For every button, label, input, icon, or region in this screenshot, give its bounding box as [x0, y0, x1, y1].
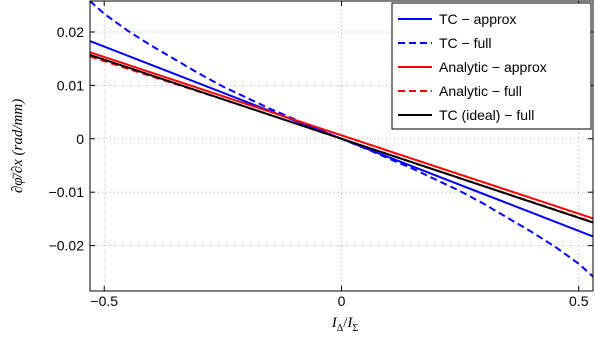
x-tick-label: 0.5 [569, 293, 589, 309]
y-axis-label: ∂φ̄/∂x (rad/mm) [10, 99, 26, 193]
series-line-analytic-approx [90, 51, 593, 220]
y-tick-label: −0.01 [49, 184, 85, 200]
legend-label: TC − approx [439, 11, 516, 27]
y-tick-label: 0.02 [57, 24, 84, 40]
legend-label: TC − full [439, 35, 492, 51]
legend: TC − approx TC − full Analytic − approx Ana… [391, 2, 592, 130]
y-tick-label: 0 [76, 131, 84, 147]
series-line-tc-ideal-full [90, 53, 593, 224]
legend-label: TC (ideal) − full [439, 107, 534, 123]
x-tick-label: −0.5 [90, 293, 118, 309]
legend-label: Analytic − approx [439, 59, 547, 75]
legend-label: Analytic − full [439, 83, 522, 99]
x-axis-label: IΔ/IΣ [331, 315, 359, 334]
y-tick-label: 0.01 [57, 77, 84, 93]
x-tick-label: 0 [338, 293, 346, 309]
axis-ticks: −0.5 0 0.5 0.02 0.01 0 −0.01 −0.02 [49, 1, 593, 309]
y-tick-label: −0.02 [49, 238, 85, 254]
series-layer [90, 1, 593, 278]
